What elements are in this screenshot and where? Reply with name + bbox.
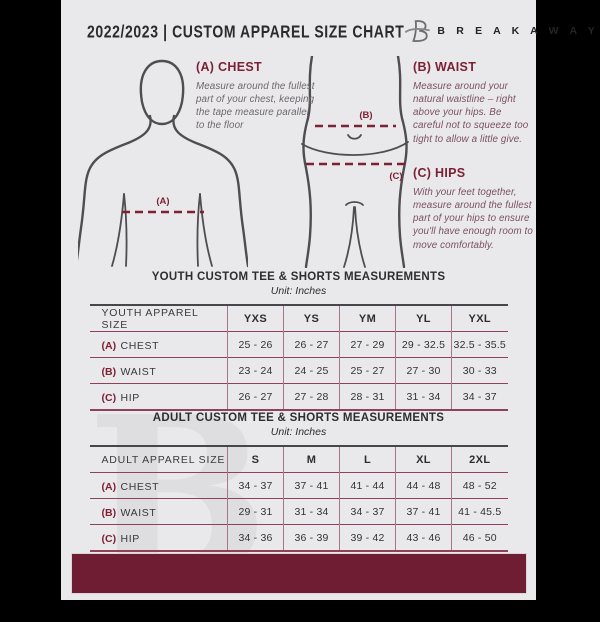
size-header-xl: XL bbox=[395, 446, 452, 473]
adult-size-column-header: ADULT APPAREL SIZE bbox=[101, 453, 226, 466]
table-cell: 23 - 24 bbox=[227, 357, 284, 384]
table-cell: 24 - 25 bbox=[283, 357, 340, 384]
table-cell: 28 - 31 bbox=[339, 383, 396, 410]
adult-hip-row: (C) HIP 34 - 36 36 - 39 39 - 42 43 - 46 … bbox=[89, 524, 508, 551]
adult-header-row: ADULT APPAREL SIZE S M L XL 2XL bbox=[90, 446, 508, 473]
size-header-ys: YS bbox=[283, 305, 340, 332]
row-label-hip: (C) HIP bbox=[89, 524, 228, 551]
table-cell: 32.5 - 35.5 bbox=[451, 331, 508, 358]
row-label-hip: (C) HIP bbox=[89, 383, 228, 410]
table-cell: 30 - 33 bbox=[451, 357, 508, 384]
size-header-m: M bbox=[283, 446, 340, 473]
table-cell: 27 - 30 bbox=[395, 357, 452, 384]
table-cell: 29 - 31 bbox=[227, 498, 284, 525]
chest-description: Measure around the fullest part of your … bbox=[196, 81, 315, 132]
waist-instructions: (B) WAIST Measure around your natural wa… bbox=[413, 60, 533, 146]
youth-header-row: YOUTH APPAREL SIZE YXS YS YM YL YXL bbox=[90, 305, 508, 332]
size-header-yl: YL bbox=[395, 305, 452, 332]
table-cell: 44 - 48 bbox=[395, 472, 452, 499]
page-title: 2022/2023 | CUSTOM APPAREL SIZE CHART bbox=[87, 20, 405, 42]
table-cell: 37 - 41 bbox=[283, 472, 340, 499]
adult-table-unit: Unit: Inches bbox=[270, 426, 327, 438]
table-cell: 34 - 37 bbox=[339, 498, 396, 525]
brand-lockup: B R E A K A W A Y bbox=[404, 19, 599, 43]
size-chart-sheet: 2022/2023 | CUSTOM APPAREL SIZE CHART B … bbox=[61, 0, 595, 603]
adult-chest-row: (A) CHEST 34 - 37 37 - 41 41 - 44 44 - 4… bbox=[89, 472, 508, 499]
youth-size-section: YOUTH CUSTOM TEE & SHORTS MEASUREMENTS U… bbox=[61, 271, 536, 411]
youth-waist-row: (B) WAIST 23 - 24 24 - 25 25 - 27 27 - 3… bbox=[89, 357, 508, 384]
youth-hip-row: (C) HIP 26 - 27 27 - 28 28 - 31 31 - 34 … bbox=[89, 383, 508, 410]
table-cell: 37 - 41 bbox=[395, 498, 452, 525]
table-cell: 27 - 29 bbox=[339, 331, 396, 358]
row-label-chest: (A) CHEST bbox=[89, 472, 228, 499]
chest-instructions: (A) CHEST Measure around the fullest par… bbox=[196, 60, 316, 133]
size-header-ym: YM bbox=[339, 305, 396, 332]
youth-chest-row: (A) CHEST 25 - 26 26 - 27 27 - 29 29 - 3… bbox=[89, 331, 508, 358]
size-header-yxl: YXL bbox=[451, 305, 508, 332]
table-cell: 48 - 52 bbox=[451, 472, 508, 499]
youth-size-table: YOUTH APPAREL SIZE YXS YS YM YL YXL (A) … bbox=[89, 304, 508, 411]
waist-measure-label: (B) bbox=[359, 110, 372, 121]
table-cell: 41 - 44 bbox=[339, 472, 396, 499]
row-label-waist: (B) WAIST bbox=[89, 357, 228, 384]
table-cell: 25 - 27 bbox=[339, 357, 396, 384]
table-cell: 31 - 34 bbox=[395, 383, 452, 410]
chest-title: (A) CHEST bbox=[196, 60, 262, 74]
adult-size-section: ADULT CUSTOM TEE & SHORTS MEASUREMENTS U… bbox=[61, 412, 536, 552]
row-label-waist: (B) WAIST bbox=[89, 498, 228, 525]
table-cell: 41 - 45.5 bbox=[451, 498, 508, 525]
size-header-l: L bbox=[339, 446, 396, 473]
size-header-2xl: 2XL bbox=[451, 446, 508, 473]
row-label-chest: (A) CHEST bbox=[89, 331, 228, 358]
table-cell: 36 - 39 bbox=[283, 524, 340, 551]
youth-table-unit: Unit: Inches bbox=[270, 285, 327, 297]
footer-accent-bar bbox=[71, 553, 527, 594]
table-cell: 29 - 32.5 bbox=[395, 331, 452, 358]
hips-instructions: (C) HIPS With your feet together, measur… bbox=[413, 166, 533, 252]
table-cell: 34 - 37 bbox=[451, 383, 508, 410]
lower-body-diagram: (B) (C) bbox=[292, 56, 418, 268]
chest-measure-label: (A) bbox=[156, 196, 169, 207]
adult-size-table: ADULT APPAREL SIZE S M L XL 2XL (A) CHES… bbox=[89, 445, 508, 552]
youth-size-column-header: YOUTH APPAREL SIZE bbox=[101, 306, 199, 331]
hips-description: With your feet together, measure around … bbox=[413, 187, 533, 251]
waist-title: (B) WAIST bbox=[413, 60, 477, 74]
adult-table-title: ADULT CUSTOM TEE & SHORTS MEASUREMENTS bbox=[152, 412, 445, 424]
brand-name: B R E A K A W A Y bbox=[437, 25, 599, 37]
table-cell: 27 - 28 bbox=[283, 383, 340, 410]
hips-measure-label: (C) bbox=[389, 171, 402, 182]
page-header: 2022/2023 | CUSTOM APPAREL SIZE CHART B … bbox=[87, 17, 595, 45]
size-header-yxs: YXS bbox=[227, 305, 284, 332]
torso-diagram: (A) bbox=[78, 56, 248, 268]
table-cell: 43 - 46 bbox=[395, 524, 452, 551]
adult-waist-row: (B) WAIST 29 - 31 31 - 34 34 - 37 37 - 4… bbox=[89, 498, 508, 525]
table-cell: 46 - 50 bbox=[451, 524, 508, 551]
hips-title: (C) HIPS bbox=[413, 166, 466, 180]
table-cell: 26 - 27 bbox=[227, 383, 284, 410]
table-cell: 34 - 36 bbox=[227, 524, 284, 551]
table-cell: 34 - 37 bbox=[227, 472, 284, 499]
youth-table-title: YOUTH CUSTOM TEE & SHORTS MEASUREMENTS bbox=[151, 271, 446, 283]
table-cell: 25 - 26 bbox=[227, 331, 284, 358]
waist-description: Measure around your natural waistline – … bbox=[413, 81, 529, 145]
size-header-s: S bbox=[227, 446, 284, 473]
table-cell: 39 - 42 bbox=[339, 524, 396, 551]
table-cell: 31 - 34 bbox=[283, 498, 340, 525]
table-cell: 26 - 27 bbox=[283, 331, 340, 358]
breakaway-logo-icon bbox=[404, 19, 431, 43]
